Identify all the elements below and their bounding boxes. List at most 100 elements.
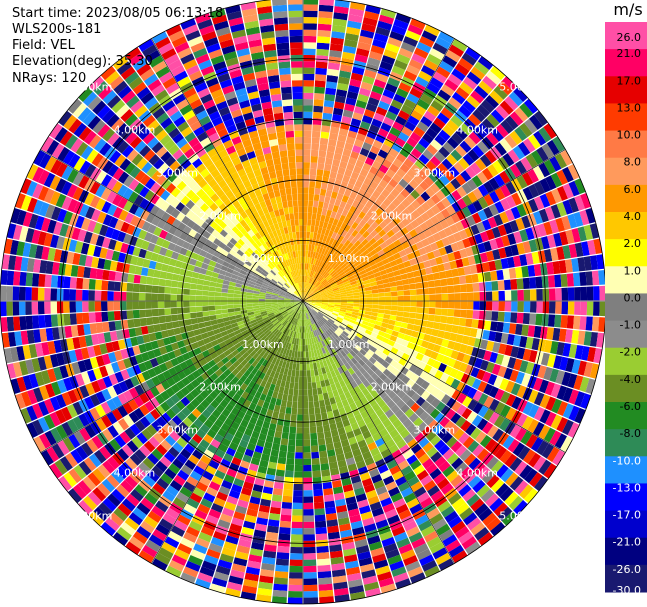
- gate-cell: [313, 307, 319, 313]
- gate-cell: [244, 427, 253, 437]
- gate-cell: [406, 252, 415, 261]
- gate-cell: [420, 340, 429, 349]
- gate-cell: [279, 444, 288, 452]
- gate-cell: [303, 553, 317, 560]
- gate-cell: [332, 480, 342, 488]
- gate-cell: [406, 423, 417, 434]
- gate-cell: [193, 543, 208, 555]
- gate-cell: [351, 286, 359, 291]
- gate-cell: [585, 207, 596, 224]
- gate-cell: [280, 354, 286, 361]
- gate-cell: [202, 290, 209, 296]
- gate-cell: [456, 209, 466, 221]
- gate-cell: [448, 166, 460, 178]
- gate-cell: [133, 274, 141, 284]
- gate-cell: [306, 319, 309, 326]
- gate-cell: [317, 36, 331, 44]
- gate-cell: [533, 456, 547, 472]
- gate-cell: [364, 136, 375, 146]
- gate-cell: [318, 4, 334, 13]
- gate-cell: [364, 266, 373, 273]
- gate-cell: [458, 275, 467, 285]
- gate-cell: [185, 526, 200, 538]
- gate-cell: [254, 445, 264, 454]
- gate-cell: [345, 136, 356, 145]
- gate-cell: [486, 250, 495, 262]
- gate-cell: [299, 364, 303, 371]
- gate-cell: [329, 316, 336, 322]
- gate-cell: [246, 303, 253, 307]
- gate-cell: [321, 298, 329, 300]
- gate-cell: [401, 217, 411, 227]
- gate-cell: [579, 376, 590, 393]
- gate-cell: [303, 370, 307, 377]
- gate-cell: [327, 294, 335, 297]
- gate-cell: [485, 281, 493, 292]
- gate-cell: [327, 296, 335, 299]
- gate-cell: [307, 257, 310, 264]
- gate-cell: [299, 307, 302, 314]
- gate-cell: [258, 301, 266, 304]
- gate-cell: [403, 232, 413, 241]
- gate-cell: [466, 215, 476, 227]
- gate-cell: [307, 219, 312, 226]
- gate-cell: [375, 133, 386, 144]
- gate-cell: [310, 285, 315, 292]
- gate-cell: [356, 318, 363, 324]
- gate-cell: [195, 295, 203, 301]
- gate-cell: [413, 104, 427, 116]
- gate-cell: [447, 515, 463, 529]
- gate-cell: [306, 305, 311, 312]
- gate-cell: [312, 258, 317, 265]
- gate-cell: [395, 476, 407, 487]
- gate-cell: [25, 315, 33, 330]
- gate-cell: [351, 314, 358, 319]
- gate-cell: [383, 542, 398, 553]
- gate-cell: [385, 110, 398, 121]
- gate-cell: [333, 289, 340, 293]
- gate-cell: [226, 495, 239, 505]
- gate-cell: [364, 283, 371, 288]
- gate-cell: [522, 313, 530, 325]
- gate-cell: [50, 301, 58, 314]
- gate-cell: [415, 195, 426, 206]
- gate-cell: [373, 559, 389, 570]
- gate-cell: [558, 328, 567, 342]
- gate-cell: [326, 289, 333, 294]
- gate-cell: [395, 257, 404, 265]
- gate-cell: [560, 273, 568, 287]
- gate-cell: [164, 315, 173, 323]
- gate-cell: [379, 241, 388, 250]
- gate-cell: [313, 105, 324, 113]
- gate-cell: [314, 281, 320, 287]
- gate-cell: [324, 93, 336, 102]
- gate-cell: [318, 589, 334, 598]
- gate-cell: [248, 380, 256, 389]
- gate-cell: [369, 91, 382, 101]
- gate-cell: [328, 364, 334, 372]
- gate-cell: [349, 8, 365, 17]
- gate-cell: [307, 304, 313, 310]
- gate-cell: [307, 291, 312, 297]
- gate-cell: [364, 329, 373, 336]
- gate-cell: [153, 324, 161, 333]
- gate-cell: [458, 531, 474, 545]
- gate-cell: [301, 332, 303, 339]
- gate-cell: [227, 426, 237, 436]
- gate-cell: [334, 447, 344, 456]
- gate-cell: [312, 330, 317, 337]
- gate-cell: [313, 99, 324, 107]
- gate-cell: [358, 219, 367, 228]
- gate-cell: [409, 258, 417, 266]
- gate-cell: [316, 342, 321, 349]
- gate-cell: [377, 20, 393, 31]
- gate-cell: [373, 394, 383, 403]
- gate-cell: [504, 453, 518, 468]
- gate-cell: [337, 352, 344, 360]
- gate-cell: [466, 283, 474, 293]
- gate-cell: [415, 396, 426, 407]
- gate-cell: [365, 307, 373, 312]
- gate-cell: [276, 463, 286, 471]
- gate-cell: [166, 565, 182, 578]
- gate-cell: [291, 515, 303, 522]
